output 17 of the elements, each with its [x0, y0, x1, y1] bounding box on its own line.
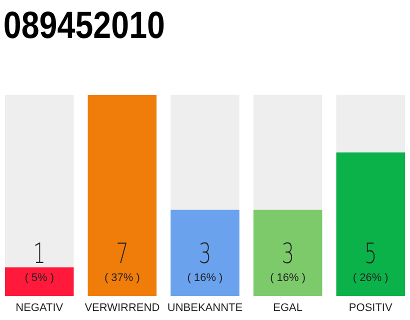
x-tick-label: POSITIV — [348, 302, 393, 314]
data-label: 5 — [364, 238, 377, 270]
annotation: ( 26% ) — [352, 272, 388, 284]
x-tick-label: UNBEKANNTE — [167, 302, 243, 314]
x-tick-label: VERWIRREND — [84, 302, 160, 314]
annotation: ( 5% ) — [24, 272, 54, 284]
annotation: ( 37% ) — [104, 272, 140, 284]
bar — [5, 267, 74, 296]
x-tick-label: NEGATIV — [16, 302, 64, 314]
chart-title: 089452010 — [3, 4, 166, 47]
annotation: ( 16% ) — [270, 272, 306, 284]
data-label: 1 — [33, 238, 46, 270]
data-label: 3 — [198, 238, 212, 270]
x-tick-label: EGAL — [273, 302, 302, 314]
data-label: 3 — [282, 238, 294, 270]
data-label: 7 — [116, 238, 128, 270]
annotation: ( 16% ) — [187, 272, 223, 284]
